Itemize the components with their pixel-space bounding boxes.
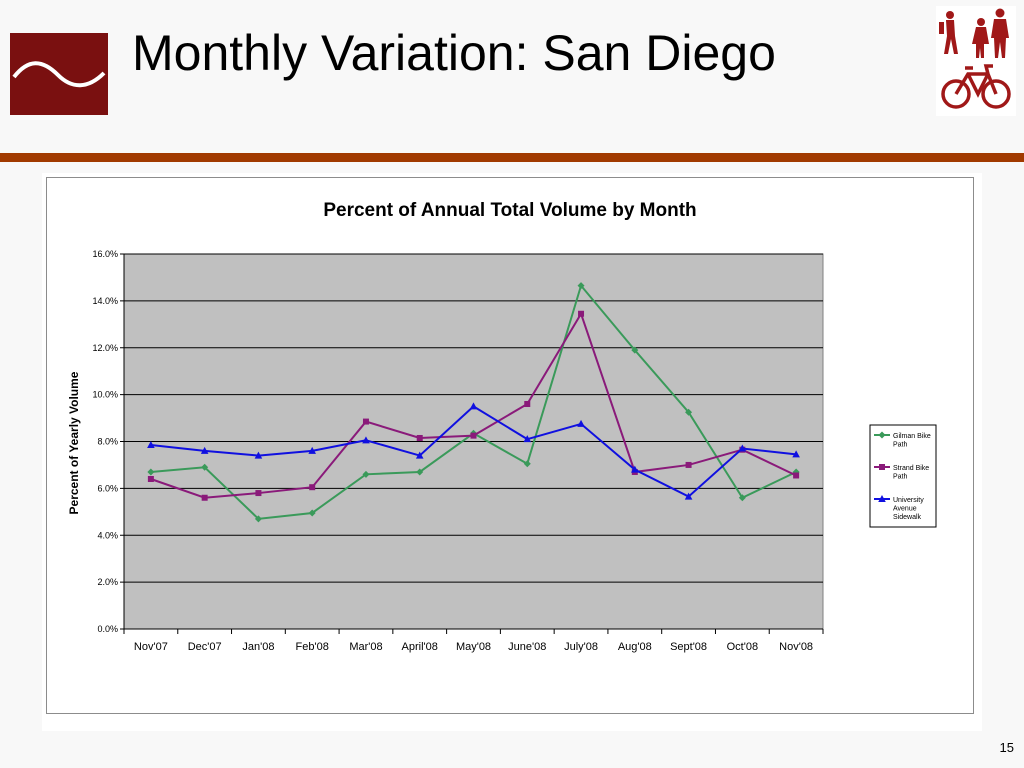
data-point xyxy=(523,460,531,468)
bicycle-icon xyxy=(941,64,1011,109)
pedestrian-bicycle-icons xyxy=(936,6,1016,116)
legend-label: University xyxy=(893,497,924,504)
data-point xyxy=(738,494,746,502)
data-point xyxy=(254,451,263,459)
data-point xyxy=(469,402,478,410)
chart-frame: Percent of Annual Total Volume by Month … xyxy=(46,177,974,714)
data-point xyxy=(147,476,154,482)
data-point xyxy=(577,282,585,290)
data-point xyxy=(362,436,370,444)
y-tick-label: 4.0% xyxy=(97,530,118,540)
legend-marker xyxy=(878,431,886,439)
data-point xyxy=(524,401,531,407)
line-chart: Percent of Annual Total Volume by Month … xyxy=(67,200,937,653)
legend-box xyxy=(869,424,937,528)
legend-label: Avenue xyxy=(893,506,917,513)
legend-marker xyxy=(878,495,886,502)
data-point xyxy=(416,468,424,476)
y-tick-label: 8.0% xyxy=(97,437,118,447)
data-point xyxy=(308,446,316,454)
x-tick-label: June'08 xyxy=(508,641,546,653)
data-point xyxy=(685,408,693,416)
data-point xyxy=(362,418,369,425)
chart-title: Percent of Annual Total Volume by Month xyxy=(323,200,696,221)
data-point xyxy=(254,515,262,523)
y-axis-label: Percent of Yearly Volume xyxy=(67,371,81,514)
data-point xyxy=(201,494,208,501)
data-point xyxy=(470,432,477,439)
x-tick-label: April'08 xyxy=(402,641,438,653)
legend-label: Path xyxy=(893,442,908,449)
legend-label: Sidewalk xyxy=(893,514,922,521)
data-point xyxy=(201,463,209,471)
y-tick-label: 10.0% xyxy=(92,390,118,400)
x-tick-label: May'08 xyxy=(456,641,491,653)
data-point xyxy=(684,492,693,500)
x-tick-label: Jan'08 xyxy=(242,641,274,653)
data-point xyxy=(738,444,747,452)
page-number: 15 xyxy=(999,740,1014,755)
x-tick-label: Sept'08 xyxy=(670,641,707,653)
legend-label: Gilman Bike xyxy=(893,433,931,440)
header-bar xyxy=(0,153,1024,162)
data-point xyxy=(631,346,639,354)
y-tick-label: 6.0% xyxy=(97,483,118,493)
logo-wave-icon xyxy=(10,33,108,115)
data-point xyxy=(631,465,639,473)
data-point xyxy=(415,451,424,459)
y-tick-label: 12.0% xyxy=(92,343,118,353)
y-tick-label: 0.0% xyxy=(97,624,118,634)
data-point xyxy=(308,509,316,517)
pedestrian-icon xyxy=(939,8,1009,58)
data-point xyxy=(792,450,800,458)
data-point xyxy=(362,470,370,478)
chart-panel: Percent of Annual Total Volume by Month … xyxy=(42,173,982,731)
data-point xyxy=(523,435,532,443)
data-point xyxy=(309,484,316,491)
x-tick-label: Nov'07 xyxy=(134,641,168,653)
legend-label: Path xyxy=(893,474,908,481)
legend-label: Strand Bike xyxy=(893,465,929,472)
data-point xyxy=(578,310,585,317)
y-tick-label: 14.0% xyxy=(92,296,118,306)
y-tick-label: 2.0% xyxy=(97,577,118,587)
data-point xyxy=(793,472,800,479)
x-tick-label: Mar'08 xyxy=(349,641,382,653)
data-point xyxy=(416,434,423,441)
x-tick-label: Oct'08 xyxy=(727,641,758,653)
legend-marker xyxy=(879,464,885,470)
x-tick-label: Dec'07 xyxy=(188,641,222,653)
page-title: Monthly Variation: San Diego xyxy=(132,25,776,81)
data-point xyxy=(577,419,585,427)
x-tick-label: Feb'08 xyxy=(296,641,329,653)
y-tick-label: 16.0% xyxy=(92,249,118,259)
data-point xyxy=(147,468,155,476)
x-tick-label: Nov'08 xyxy=(779,641,813,653)
data-point xyxy=(255,490,262,497)
data-point xyxy=(200,446,209,454)
data-point xyxy=(147,441,155,449)
x-tick-label: July'08 xyxy=(564,641,598,653)
x-tick-label: Aug'08 xyxy=(618,641,652,653)
data-point xyxy=(685,461,692,468)
